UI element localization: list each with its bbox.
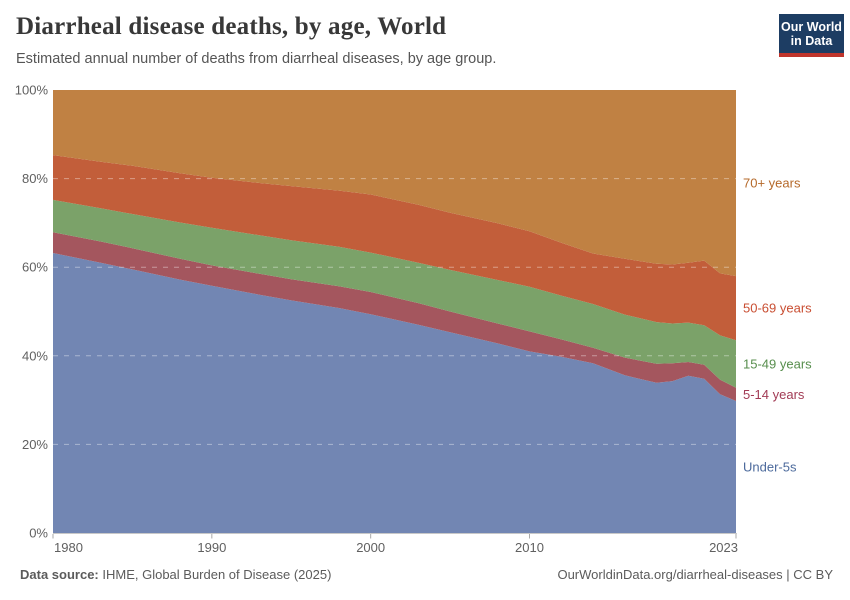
area-5-14-years[interactable]	[53, 232, 736, 401]
x-tick-label-2023: 2023	[709, 540, 738, 555]
legend-label-5-14-years[interactable]: 5-14 years	[743, 387, 805, 402]
page-subtitle: Estimated annual number of deaths from d…	[16, 51, 497, 67]
area-15-49-years[interactable]	[53, 199, 736, 388]
y-tick-label-20: 20%	[22, 437, 48, 452]
owid-logo[interactable]: Our World in Data	[779, 14, 844, 57]
x-tick-label-1980: 1980	[54, 540, 83, 555]
area-70-years[interactable]	[53, 90, 736, 277]
data-source: Data source: IHME, Global Burden of Dise…	[20, 567, 331, 582]
citation-link[interactable]: OurWorldinData.org/diarrheal-diseases | …	[557, 567, 833, 582]
area-50-69-years[interactable]	[53, 155, 736, 341]
y-tick-label-80: 80%	[22, 171, 48, 186]
legend-label-under-5s[interactable]: Under-5s	[743, 459, 797, 474]
legend-label-70-years[interactable]: 70+ years	[743, 176, 801, 191]
legend-label-50-69-years[interactable]: 50-69 years	[743, 301, 812, 316]
owid-logo-line1: Our World	[781, 19, 842, 34]
x-tick-label-2010: 2010	[515, 540, 544, 555]
page-title: Diarrheal disease deaths, by age, World	[16, 13, 447, 40]
owid-logo-line2: in Data	[790, 33, 833, 48]
data-source-label: Data source:	[20, 567, 99, 582]
x-tick-label-1990: 1990	[197, 540, 226, 555]
legend-label-15-49-years[interactable]: 15-49 years	[743, 356, 812, 371]
y-tick-label-60: 60%	[22, 260, 48, 275]
x-tick-label-2000: 2000	[356, 540, 385, 555]
chart-footer: Data source: IHME, Global Burden of Dise…	[0, 567, 850, 587]
data-source-value: IHME, Global Burden of Disease (2025)	[98, 567, 332, 582]
y-tick-label-40: 40%	[22, 348, 48, 363]
area-under-5s[interactable]	[53, 253, 736, 533]
y-tick-label-0: 0%	[29, 526, 48, 541]
y-tick-label-100: 100%	[15, 83, 49, 98]
